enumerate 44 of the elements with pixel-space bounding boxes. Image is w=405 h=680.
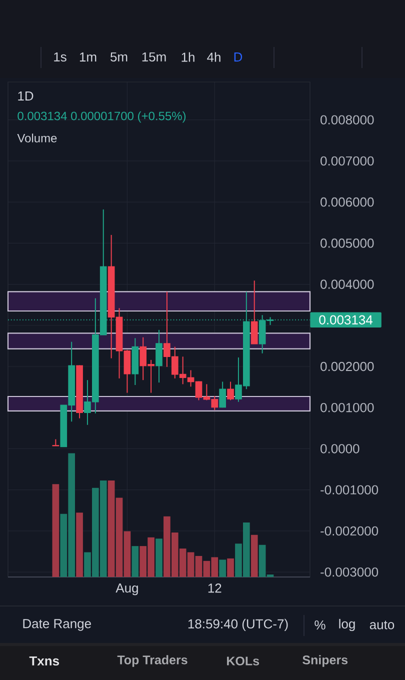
text: 4h [207,52,220,62]
text: Txns [29,656,60,666]
text: 1s [54,52,66,62]
text: Date Range [23,619,91,631]
bar [227,558,234,577]
bar [219,560,226,577]
y-tick-label: 0.002000 [320,362,374,372]
text: 1m [80,52,96,62]
y-tick-label: 0.007000 [320,156,374,166]
ref-line-label: 0.003134 [319,315,373,324]
text: 1D [18,92,34,100]
y-tick-label: -0.002000 [320,526,378,536]
text: 15m [142,52,166,62]
y-tick-label: 0.008000 [320,115,374,124]
candlestick [219,381,226,408]
y-tick-label: 0.005000 [320,238,374,248]
text: Snipers [302,655,348,667]
x-tick-label: 12 [208,584,222,593]
text: Top Traders [117,655,188,667]
chart-title: Volume [17,134,57,142]
candlestick [156,329,162,384]
bar [132,546,139,577]
y-tick-label: -0.003000 [320,567,378,577]
text: D [234,52,242,62]
candlestick [227,381,234,401]
text: 1h [182,52,194,62]
annotation: 0.003134 0.00001700 (+0.55%) [18,111,186,123]
y-tick-label: 0.004000 [320,280,374,289]
text: 18:59:40 (UTC-7) [188,618,288,632]
y-tick-label: -0.001000 [320,485,378,494]
text: % [314,620,326,630]
bar [76,512,83,577]
candlestick [250,280,258,344]
bar [52,484,60,577]
text: auto [370,620,394,630]
y-tick-label: 0.006000 [320,197,374,207]
x-tick-label: Aug [116,584,138,596]
text: 5m [110,52,128,62]
text: KOLs [227,656,260,666]
y-tick-label: 0.0000 [320,444,360,454]
y-tick-label: 0.001000 [320,403,374,412]
text: log [339,618,355,632]
bar [156,538,162,577]
bar [250,534,258,577]
